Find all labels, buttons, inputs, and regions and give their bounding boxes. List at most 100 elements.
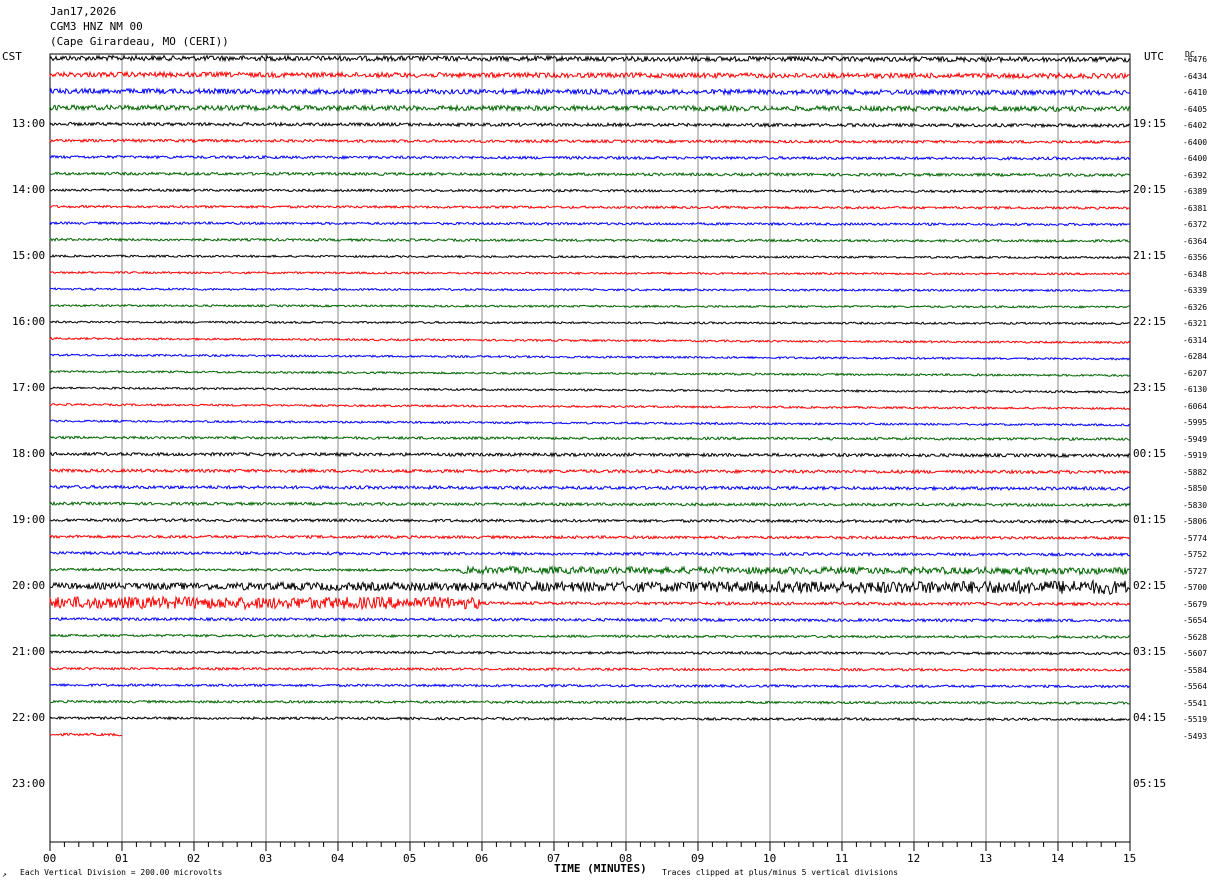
x-tick-13: 13 xyxy=(979,852,993,865)
left-hour-17:00: 17:00 xyxy=(12,381,46,394)
dc-offset-38: -5584 xyxy=(1183,665,1208,675)
dc-offset-13: -6356 xyxy=(1183,253,1208,262)
plot-date: Jan17,2026 xyxy=(50,5,117,18)
minute-gridlines xyxy=(49,53,1131,843)
x-tick-11: 11 xyxy=(835,852,849,865)
right-hour-02:15: 02:15 xyxy=(1133,579,1167,592)
dc-offset-14: -6348 xyxy=(1183,269,1208,279)
trace-2 xyxy=(49,70,1131,81)
dc-offset-20: -6207 xyxy=(1183,368,1208,378)
dc-offset-16: -6326 xyxy=(1183,302,1208,312)
station-location: (Cape Girardeau, MO (CERI)) xyxy=(50,35,229,48)
x-tick-07: 07 xyxy=(547,852,561,865)
dc-offset-26: -5882 xyxy=(1183,467,1208,477)
trace-15 xyxy=(49,287,1131,293)
dc-offset-2: -6434 xyxy=(1183,71,1208,81)
right-hour-04:15: 04:15 xyxy=(1133,711,1167,724)
trace-24 xyxy=(49,435,1131,442)
right-hour-01:15: 01:15 xyxy=(1133,513,1167,526)
x-axis-title: TIME (MINUTES) xyxy=(554,862,647,875)
left-hour-14:00: 14:00 xyxy=(12,183,46,196)
trace-33 xyxy=(49,578,1131,596)
dc-offset-3: -6410 xyxy=(1183,88,1208,97)
dc-offset-27: -5850 xyxy=(1183,484,1208,493)
dc-offset-33: -5700 xyxy=(1183,583,1208,592)
scale-note: Each Vertical Division = 200.00 microvol… xyxy=(20,868,223,877)
trace-8 xyxy=(49,171,1131,178)
trace-40 xyxy=(49,699,1131,706)
scale-icon: ↗ xyxy=(2,870,7,879)
trace-42 xyxy=(49,732,123,737)
x-tick-02: 02 xyxy=(187,852,201,865)
left-hour-16:00: 16:00 xyxy=(12,315,46,328)
dc-offset-18: -6314 xyxy=(1183,335,1208,345)
x-tick-10: 10 xyxy=(763,852,777,865)
dc-offset-31: -5752 xyxy=(1183,550,1208,559)
trace-39 xyxy=(49,682,1131,689)
trace-32 xyxy=(49,564,1131,577)
x-tick-14: 14 xyxy=(1051,852,1065,865)
x-tick-08: 08 xyxy=(619,852,633,865)
trace-34 xyxy=(49,595,1131,611)
x-tick-15: 15 xyxy=(1123,852,1137,865)
trace-12 xyxy=(49,237,1131,244)
dc-offset-40: -5541 xyxy=(1183,698,1208,708)
clip-note: Traces clipped at plus/minus 5 vertical … xyxy=(662,868,899,877)
trace-25 xyxy=(49,451,1131,459)
dc-offset-9: -6389 xyxy=(1183,187,1208,196)
left-hour-22:00: 22:00 xyxy=(12,711,46,724)
left-hour-19:00: 19:00 xyxy=(12,513,46,526)
trace-9 xyxy=(49,188,1130,194)
dc-offset-10: -6381 xyxy=(1183,203,1208,213)
trace-18 xyxy=(49,336,1131,345)
dc-offset-36: -5628 xyxy=(1183,632,1208,642)
dc-offset-42: -5493 xyxy=(1183,731,1208,741)
left-hour-23:00: 23:00 xyxy=(12,777,46,790)
trace-11 xyxy=(49,220,1131,227)
trace-35 xyxy=(49,616,1131,623)
dc-offset-29: -5806 xyxy=(1183,517,1208,526)
trace-6 xyxy=(49,138,1131,145)
right-hour-20:15: 20:15 xyxy=(1133,183,1167,196)
left-hour-18:00: 18:00 xyxy=(12,447,46,460)
trace-23 xyxy=(49,419,1131,427)
trace-4 xyxy=(49,103,1131,113)
dc-offset-23: -5995 xyxy=(1183,418,1208,427)
dc-offset-35: -5654 xyxy=(1183,616,1208,625)
trace-1 xyxy=(49,54,1131,64)
dc-offset-30: -5774 xyxy=(1183,533,1208,543)
trace-37 xyxy=(49,649,1131,656)
trace-17 xyxy=(49,320,1131,326)
trace-29 xyxy=(49,517,1131,525)
dc-offset-37: -5607 xyxy=(1183,649,1208,658)
right-timezone: UTC xyxy=(1144,50,1164,63)
right-hour-19:15: 19:15 xyxy=(1133,117,1167,130)
x-tick-03: 03 xyxy=(259,852,273,865)
left-hour-13:00: 13:00 xyxy=(12,117,46,130)
dc-offset-32: -5727 xyxy=(1183,566,1208,576)
dc-offset-24: -5949 xyxy=(1183,434,1208,444)
right-hour-03:15: 03:15 xyxy=(1133,645,1167,658)
trace-5 xyxy=(49,121,1131,129)
dc-offset-5: -6402 xyxy=(1183,121,1208,130)
trace-28 xyxy=(49,500,1131,508)
dc-offset-6: -6400 xyxy=(1183,137,1208,147)
trace-36 xyxy=(49,633,1131,640)
trace-27 xyxy=(49,484,1131,492)
dc-offset-19: -6284 xyxy=(1183,352,1208,361)
x-axis xyxy=(49,842,1131,851)
trace-26 xyxy=(49,467,1131,475)
dc-offset-34: -5679 xyxy=(1183,599,1208,609)
dc-offset-28: -5830 xyxy=(1183,500,1208,510)
x-tick-01: 01 xyxy=(115,852,129,865)
dc-offset-11: -6372 xyxy=(1183,220,1208,229)
trace-41 xyxy=(49,715,1131,722)
trace-3 xyxy=(49,87,1131,97)
x-tick-00: 00 xyxy=(43,852,57,865)
plot-frame xyxy=(49,53,1131,843)
x-tick-09: 09 xyxy=(691,852,705,865)
dc-offset-41: -5519 xyxy=(1183,715,1208,724)
dc-header: DC xyxy=(1185,50,1195,59)
dc-offset-8: -6392 xyxy=(1183,170,1208,180)
